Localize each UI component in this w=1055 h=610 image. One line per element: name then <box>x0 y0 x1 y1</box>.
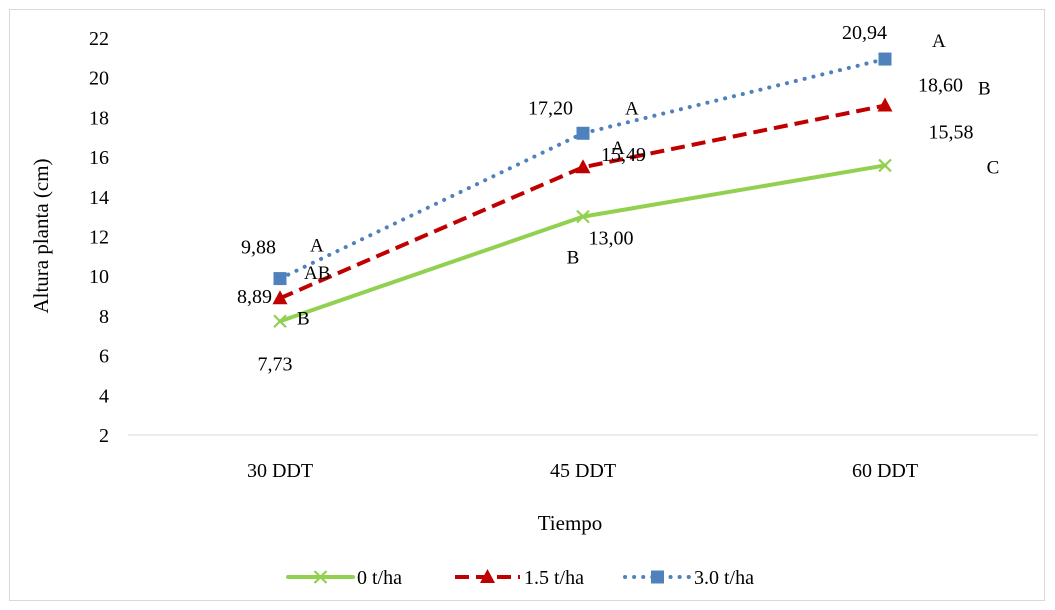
y-tick-label: 18 <box>89 107 109 129</box>
legend-label: 3.0 t/ha <box>694 567 754 589</box>
data-value-label: 8,89 <box>237 286 272 308</box>
significance-letter: B <box>567 248 580 269</box>
legend-marker <box>651 570 664 584</box>
y-tick-label: 10 <box>89 266 109 288</box>
series-line-1 <box>278 163 887 324</box>
legend-label: 0 t/ha <box>357 567 402 589</box>
data-value-label: 20,94 <box>842 22 887 44</box>
data-point-marker <box>575 159 591 174</box>
data-value-label: 15,49 <box>601 144 646 166</box>
y-axis-ticks: 2 4 6 8 10 12 14 16 18 20 22 <box>89 28 109 447</box>
data-point-marker <box>273 272 287 286</box>
y-tick-label: 8 <box>99 306 109 328</box>
data-point-marker <box>272 290 288 305</box>
significance-letter: B <box>297 308 310 329</box>
y-tick-label: 20 <box>89 68 109 90</box>
data-value-label: 9,88 <box>241 237 276 259</box>
data-point-marker <box>576 209 590 224</box>
chart-area <box>9 9 1045 601</box>
series-line-2 <box>279 103 886 301</box>
legend-marker <box>313 570 328 584</box>
data-value-label: 7,73 <box>258 353 293 375</box>
y-tick-label: 4 <box>99 385 109 407</box>
significance-letter: A <box>611 138 625 159</box>
legend: 0 t/ha 1.5 t/ha 3.0 t/ha <box>286 567 754 589</box>
data-point-marker <box>877 97 893 112</box>
data-point-marker <box>273 314 287 329</box>
x-axis-ticks: 30 DDT 45 DDT 60 DDT <box>247 460 918 482</box>
significance-letter: A <box>625 98 639 119</box>
y-tick-label: 12 <box>89 227 109 249</box>
x-axis-title: Tiempo <box>538 511 603 535</box>
y-tick-label: 6 <box>99 346 109 368</box>
data-point-marker <box>576 126 590 140</box>
data-point-marker <box>878 158 892 173</box>
data-point-marker <box>878 52 892 66</box>
data-value-label: 15,58 <box>929 121 974 143</box>
y-tick-label: 2 <box>99 425 109 447</box>
legend-marker <box>480 569 495 583</box>
significance-letter: A <box>310 236 324 257</box>
data-value-label: 13,00 <box>589 228 634 250</box>
significance-letter: A <box>932 31 946 52</box>
x-tick-label: 30 DDT <box>247 460 313 482</box>
legend-label: 1.5 t/ha <box>524 567 584 589</box>
data-value-label: 18,60 <box>918 74 963 96</box>
significance-letter: B <box>978 78 991 99</box>
x-tick-label: 45 DDT <box>550 460 616 482</box>
y-axis-title: Altura planta (cm) <box>29 158 53 313</box>
significance-letter: C <box>987 157 1000 178</box>
significance-letter: AB <box>304 263 330 284</box>
y-tick-label: 14 <box>89 187 109 209</box>
y-tick-label: 22 <box>89 28 109 50</box>
y-tick-label: 16 <box>89 147 109 169</box>
data-value-label: 17,20 <box>528 97 573 119</box>
x-tick-label: 60 DDT <box>852 460 918 482</box>
series-layer <box>272 52 893 329</box>
